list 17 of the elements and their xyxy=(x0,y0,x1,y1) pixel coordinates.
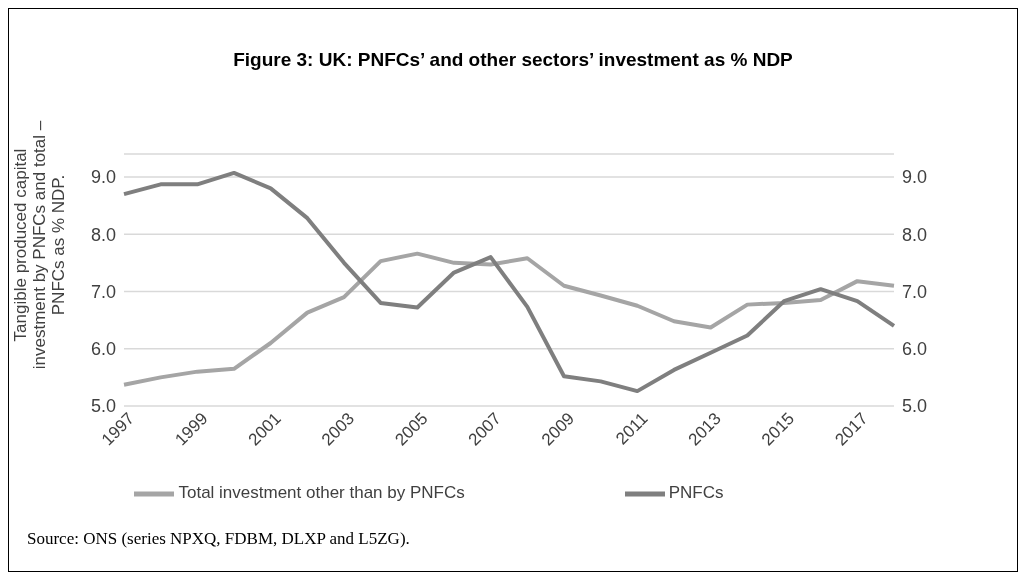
legend-label: Total investment other than by PNFCs xyxy=(178,483,465,503)
y-tick-label: 6.0 xyxy=(90,339,116,360)
y2-tick-label: 8.0 xyxy=(902,224,928,245)
line-series xyxy=(122,170,896,394)
y2-tick-label: 6.0 xyxy=(902,339,928,360)
chart-title: Figure 3: UK: PNFCs’ and other sectors’ investment as % NDP xyxy=(232,49,794,71)
legend-label: PNFCs xyxy=(668,483,724,503)
y2-tick-label: 7.0 xyxy=(902,281,928,302)
y2-tick-label: 5.0 xyxy=(902,396,928,417)
y-tick-label: 5.0 xyxy=(90,396,116,417)
source-note: Source: ONS (series NPXQ, FDBM, DLXP and L5ZG). xyxy=(27,529,410,549)
y-axis-title: Tangible produced capital investment by PNFCs and total – PNFCs as % NDP. xyxy=(9,119,69,372)
y2-tick-label: 9.0 xyxy=(902,167,928,188)
y-tick-label: 8.0 xyxy=(90,224,116,245)
y-tick-label: 9.0 xyxy=(90,167,116,188)
line-series xyxy=(122,251,896,387)
y-tick-label: 7.0 xyxy=(90,281,116,302)
